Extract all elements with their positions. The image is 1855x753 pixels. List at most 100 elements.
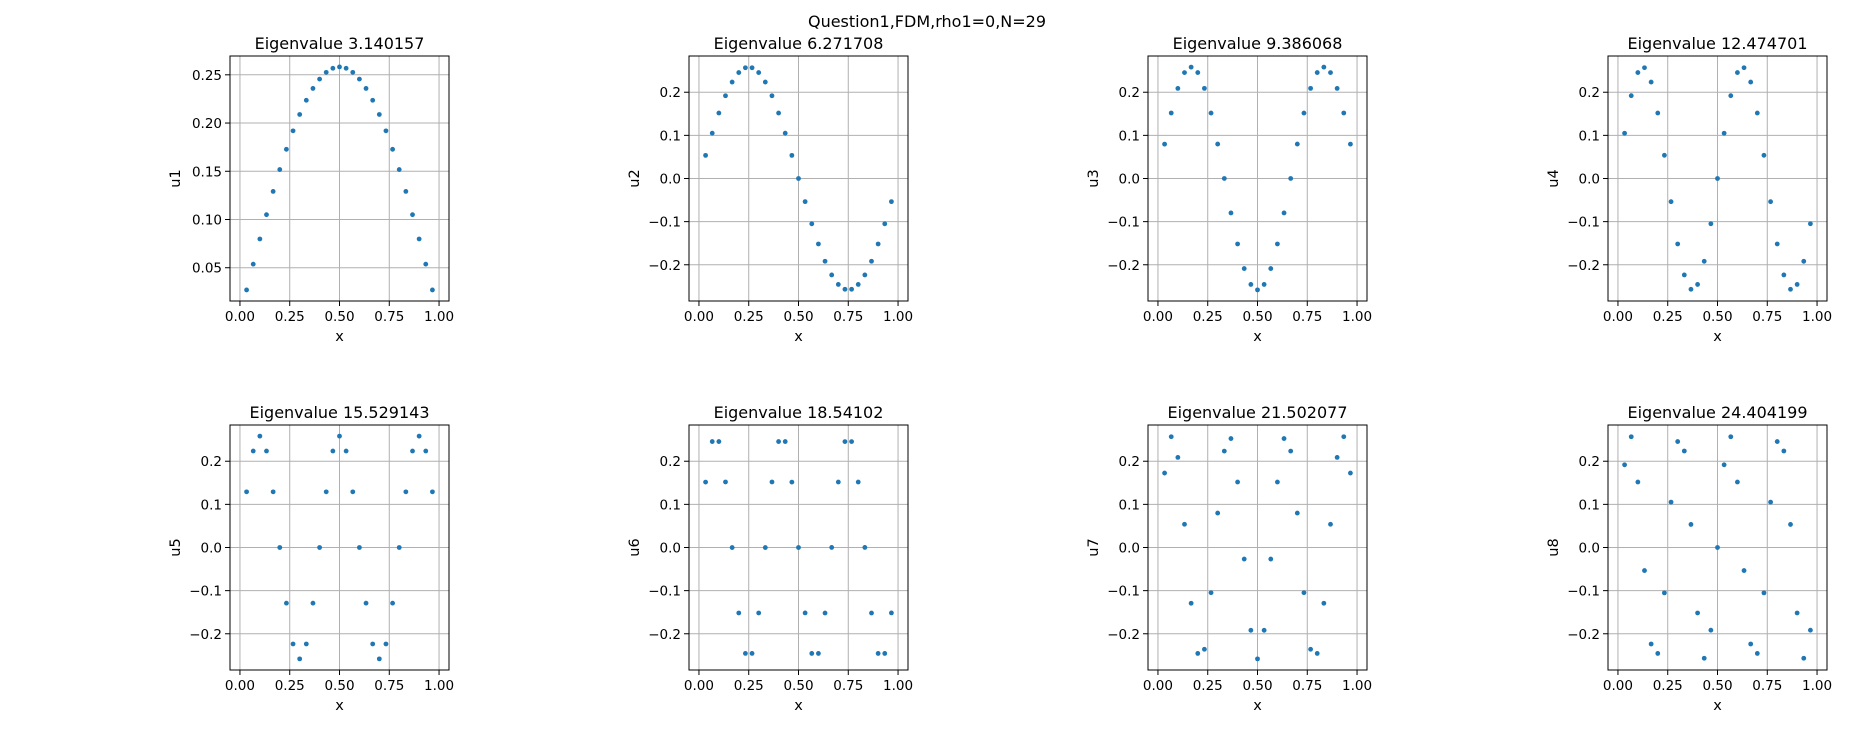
data-point [842, 286, 848, 292]
subplot-u2: 0.00 0.25 0.50 0.75 1.00 −0.2 −0.1 0.0 0.1 0.2 Eig… [627, 34, 913, 345]
subplot-u6: 0.00 0.25 0.50 0.75 1.00 −0.2 −0.1 0.0 0.1 0.2 Eig… [627, 403, 913, 714]
data-point [284, 600, 289, 606]
data-point [1294, 141, 1300, 147]
x-tick-label: 0.25 [1193, 678, 1223, 694]
data-point [743, 65, 748, 71]
x-tick-label: 0.75 [833, 309, 863, 325]
x-tick-label: 1.00 [883, 678, 913, 694]
data-point [1695, 282, 1700, 287]
data-point [703, 479, 708, 485]
data-point [1162, 470, 1167, 476]
data-point [769, 479, 775, 485]
data-point [396, 545, 402, 550]
data-point [736, 610, 742, 616]
data-point [383, 128, 389, 134]
subplot-title: Eigenvalue 6.271708 [714, 34, 884, 53]
data-point [1701, 655, 1707, 661]
data-point [1801, 258, 1807, 264]
data-point [264, 448, 269, 454]
y-tick-label: −0.2 [648, 258, 681, 274]
data-point [363, 600, 369, 606]
data-point [1248, 282, 1254, 287]
data-point [1655, 651, 1661, 656]
x-tick-label: 0.00 [225, 678, 255, 694]
data-point [1675, 439, 1681, 444]
data-point [403, 489, 409, 495]
x-tick-label: 0.00 [1143, 678, 1173, 694]
x-axis-label: x [1713, 698, 1722, 714]
data-point [1735, 70, 1740, 75]
data-point [423, 261, 429, 267]
data-point [743, 650, 748, 656]
y-axis-label: u7 [1086, 538, 1102, 556]
y-tick-label: 0.2 [1579, 454, 1600, 470]
subplot-title: Eigenvalue 18.54102 [714, 403, 884, 422]
x-tick-label: 1.00 [1342, 309, 1372, 325]
data-point [297, 112, 303, 117]
data-point [250, 448, 256, 454]
data-point [762, 545, 768, 550]
y-tick-label: 0.0 [1579, 172, 1600, 188]
x-tick-label: 0.50 [324, 678, 354, 694]
data-point [1182, 70, 1187, 75]
data-point [1788, 522, 1793, 527]
subplot-u3: 0.00 0.25 0.50 0.75 1.00 −0.2 −0.1 0.0 0.1 0.2 Eig… [1086, 34, 1372, 345]
x-tick-label: 0.00 [1603, 309, 1633, 325]
x-tick-label: 0.00 [1143, 309, 1173, 325]
data-point [1794, 282, 1800, 287]
y-tick-label: −0.2 [648, 627, 681, 643]
data-point [1761, 590, 1767, 596]
data-point [1768, 199, 1773, 205]
data-point [430, 287, 435, 293]
data-point [303, 641, 309, 647]
y-tick-label: −0.1 [648, 215, 681, 231]
data-point [1801, 655, 1807, 661]
data-point [1701, 258, 1707, 264]
subplot-title: Eigenvalue 24.404199 [1627, 403, 1807, 422]
data-point [257, 433, 263, 439]
data-point [816, 651, 821, 656]
data-point [1175, 454, 1181, 460]
data-point [882, 221, 888, 227]
data-point [849, 286, 854, 292]
data-point [430, 489, 435, 495]
data-point [1341, 110, 1347, 116]
x-axis-label: x [335, 698, 344, 714]
x-tick-label: 0.50 [1702, 678, 1732, 694]
data-point [310, 600, 316, 606]
data-point [1642, 65, 1647, 71]
data-point [796, 176, 801, 181]
y-tick-label: −0.1 [1567, 215, 1600, 231]
data-point [1662, 152, 1667, 158]
data-point [416, 236, 422, 242]
data-point [277, 167, 283, 172]
y-axis-label: u3 [1086, 169, 1102, 187]
data-point [257, 236, 263, 242]
data-point [1788, 286, 1793, 292]
y-tick-label: −0.2 [189, 627, 222, 643]
data-point [1241, 556, 1247, 562]
data-point [829, 272, 835, 278]
data-point [390, 600, 395, 606]
data-point [1255, 656, 1260, 662]
data-point [756, 610, 762, 616]
x-tick-label: 0.25 [275, 678, 305, 694]
data-point [1261, 627, 1267, 633]
data-point [244, 287, 249, 293]
data-point [1748, 79, 1754, 85]
data-point [1688, 522, 1694, 527]
data-point [789, 479, 795, 485]
data-point [410, 212, 415, 218]
data-point [1321, 600, 1327, 606]
data-point [1741, 65, 1747, 71]
x-tick-label: 0.25 [1653, 309, 1683, 325]
data-point [1228, 436, 1234, 441]
data-point [776, 439, 781, 444]
data-point [736, 70, 742, 75]
data-point [1261, 282, 1267, 287]
data-point [1334, 85, 1340, 91]
y-tick-label: 0.10 [192, 212, 222, 228]
data-point [1668, 199, 1674, 205]
data-point [769, 93, 775, 99]
